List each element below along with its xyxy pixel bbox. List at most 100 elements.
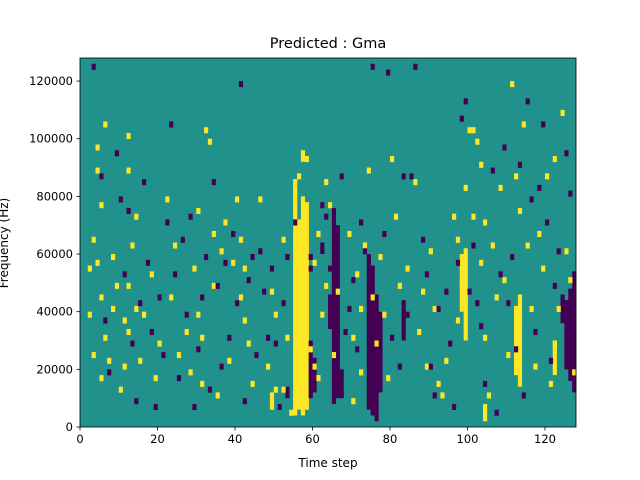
heatmap-cell-high <box>122 363 127 370</box>
heatmap-cell-low <box>459 115 464 122</box>
heatmap-cell-low <box>215 282 220 289</box>
chart-title: Predicted : Gma <box>270 36 386 52</box>
heatmap-cell-high <box>541 265 546 272</box>
heatmap-cell-low <box>471 242 476 249</box>
heatmap-cell-low <box>452 403 457 411</box>
heatmap-cell-high <box>568 277 573 284</box>
heatmap-cell-high <box>572 369 577 376</box>
heatmap-cell-high <box>320 311 325 318</box>
heatmap-cell-high <box>289 409 294 416</box>
heatmap-cell-high <box>246 340 251 347</box>
heatmap-cell-high <box>370 294 375 301</box>
heatmap-cell-low <box>479 323 484 330</box>
y-tick-label: 100000 <box>29 132 73 146</box>
heatmap-cell-high <box>231 259 236 266</box>
heatmap-band-low <box>560 294 565 324</box>
heatmap-cell-high <box>204 127 209 134</box>
heatmap-band-high <box>483 403 488 422</box>
heatmap-cell-low <box>223 259 228 266</box>
heatmap-cell-low <box>126 207 131 214</box>
heatmap-cell-high <box>552 156 557 163</box>
heatmap-cell-high <box>196 207 201 214</box>
heatmap-cell-high <box>486 392 492 399</box>
heatmap-cell-low <box>552 282 557 289</box>
heatmap-cell-low <box>103 317 108 324</box>
heatmap-cell-low <box>231 230 236 238</box>
heatmap-cell-high <box>452 213 457 220</box>
heatmap-cell-low <box>498 271 503 278</box>
heatmap-cell-high <box>200 334 205 341</box>
heatmap-band-low <box>378 311 383 393</box>
heatmap-cell-low <box>506 300 511 307</box>
heatmap-cell-low <box>521 392 526 399</box>
heatmap-band-low <box>564 300 569 370</box>
heatmap-cell-high <box>316 375 321 382</box>
heatmap-cell-low <box>157 294 162 301</box>
heatmap-cell-high <box>351 398 356 405</box>
heatmap-cell-high <box>95 144 100 151</box>
heatmap-cell-low <box>347 305 352 312</box>
heatmap-cell-low <box>122 271 127 278</box>
heatmap-cell-high <box>440 392 445 399</box>
heatmap-cell-high <box>517 317 523 324</box>
heatmap-cell-high <box>331 352 337 359</box>
heatmap-cell-low <box>184 311 189 318</box>
heatmap-cell-high <box>103 121 108 128</box>
y-tick-label: 80000 <box>36 189 73 203</box>
heatmap-cell-low <box>545 219 550 226</box>
heatmap-cell-high <box>223 219 228 226</box>
heatmap-cell-high <box>200 380 205 387</box>
heatmap-cell-low <box>258 248 263 255</box>
heatmap-background <box>80 58 576 427</box>
heatmap-cell-high <box>479 161 484 168</box>
heatmap-cell-high <box>87 311 92 318</box>
heatmap-cell-high <box>471 213 476 220</box>
heatmap-cell-high <box>316 230 321 238</box>
heatmap-cell-low <box>428 363 433 370</box>
heatmap-cell-high <box>432 305 437 312</box>
heatmap-cell-low <box>161 352 166 359</box>
heatmap-cell-high <box>490 242 495 249</box>
heatmap-cell-low <box>107 369 112 376</box>
heatmap-cell-high <box>281 236 286 243</box>
heatmap-cell-low <box>277 403 282 411</box>
heatmap-cell-high <box>374 340 379 347</box>
heatmap-cell-high <box>506 352 511 359</box>
heatmap-cell-low <box>153 403 158 411</box>
heatmap-cell-high <box>269 288 275 295</box>
heatmap-cell-low <box>130 340 135 347</box>
heatmap-cell-low <box>176 375 182 382</box>
heatmap-cell-high <box>281 386 286 393</box>
heatmap-cell-high <box>99 294 104 301</box>
heatmap-cell-high <box>366 167 371 174</box>
heatmap-cell-high <box>362 242 368 249</box>
heatmap-cell-high <box>397 282 402 289</box>
heatmap-cell-low <box>374 369 379 376</box>
heatmap-cell-high <box>130 242 135 249</box>
heatmap-cell-low <box>211 179 216 186</box>
heatmap-band-low <box>374 294 379 422</box>
heatmap-cell-high <box>378 254 383 261</box>
plot-area <box>79 57 577 428</box>
heatmap-cell-high <box>211 282 216 289</box>
heatmap-cell-low <box>328 265 333 272</box>
heatmap-band-low <box>366 254 371 410</box>
heatmap-band-low <box>312 357 317 393</box>
heatmap-cell-high <box>266 363 271 370</box>
heatmap-cell-low <box>196 346 201 353</box>
heatmap-cell-high <box>552 340 557 347</box>
heatmap-cell-high <box>126 167 131 174</box>
heatmap-cell-high <box>169 294 174 301</box>
heatmap-cell-high <box>118 386 123 393</box>
heatmap-cell-high <box>157 340 162 347</box>
heatmap-cell-high <box>417 328 422 336</box>
heatmap-cell-high <box>424 363 430 370</box>
heatmap-cell-low <box>324 213 329 220</box>
heatmap-cell-low <box>362 248 368 255</box>
heatmap-cell-low <box>448 340 453 347</box>
heatmap-cell-high <box>297 173 302 180</box>
heatmap-cell-high <box>114 282 120 289</box>
heatmap-cell-high <box>293 398 298 405</box>
heatmap-cell-low <box>537 184 542 191</box>
heatmap-cell-high <box>455 236 461 243</box>
